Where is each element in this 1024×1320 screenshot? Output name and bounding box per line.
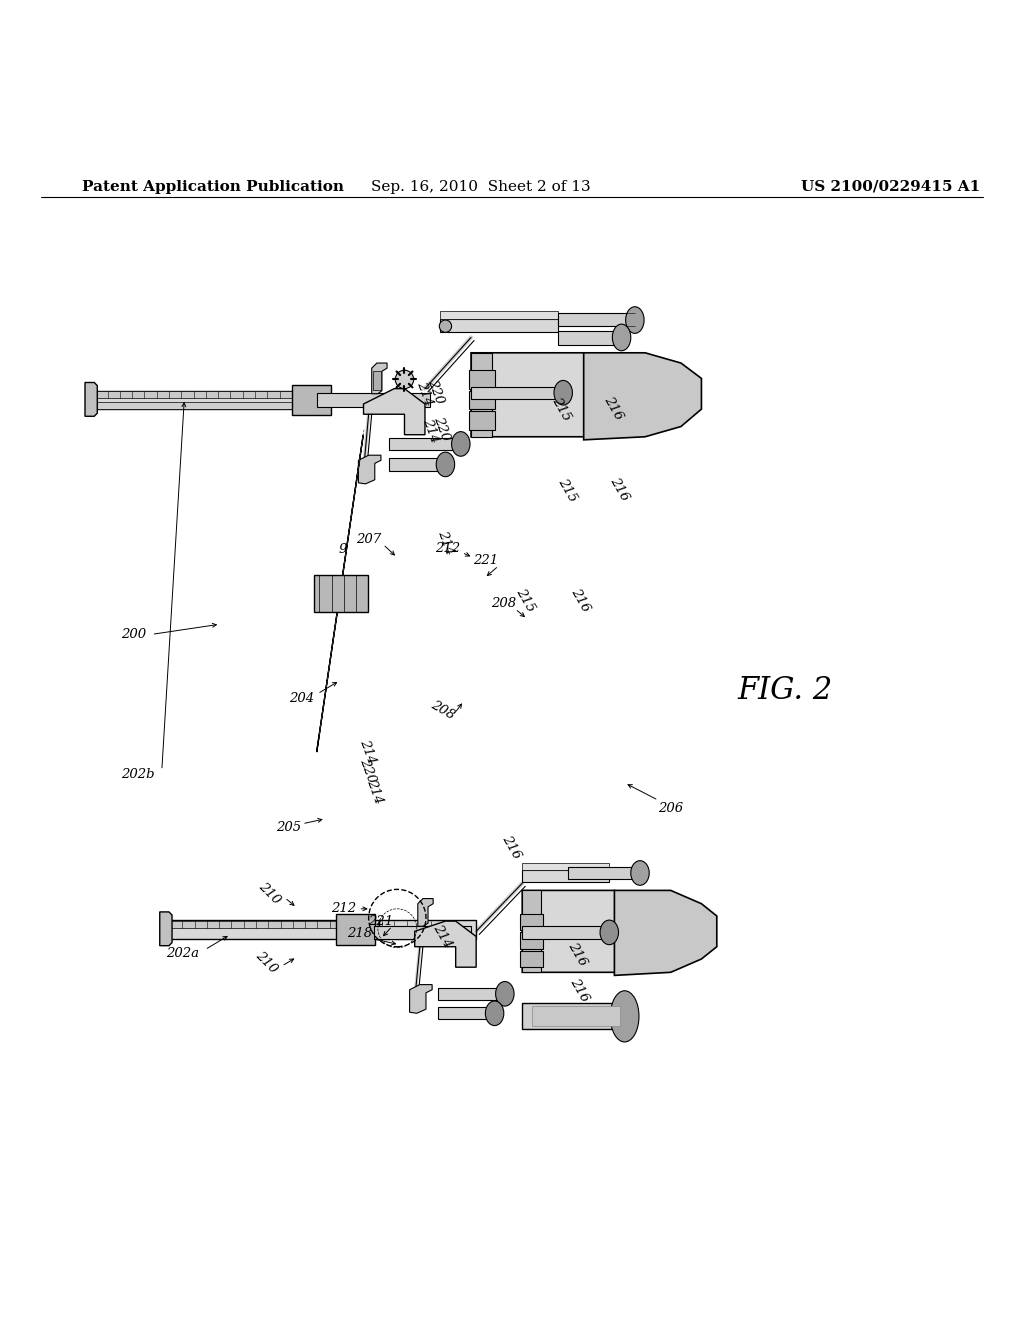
Text: 214: 214: [415, 380, 435, 408]
Bar: [469, 391, 495, 409]
Text: 220: 220: [357, 756, 378, 784]
Bar: [522, 863, 609, 870]
Text: 216: 216: [499, 833, 523, 862]
Polygon shape: [316, 434, 364, 752]
Ellipse shape: [626, 306, 644, 334]
Text: 205: 205: [276, 821, 301, 834]
Ellipse shape: [439, 319, 452, 333]
Text: 218: 218: [347, 927, 372, 940]
Bar: [440, 310, 558, 319]
Text: 216: 216: [601, 393, 626, 422]
Bar: [558, 331, 622, 345]
Bar: [373, 371, 381, 389]
Ellipse shape: [612, 325, 631, 351]
Text: 207: 207: [356, 533, 381, 545]
Polygon shape: [358, 455, 381, 484]
Bar: [336, 913, 375, 945]
Text: 206: 206: [658, 803, 683, 814]
Ellipse shape: [436, 453, 455, 477]
Text: 214: 214: [421, 417, 441, 445]
Bar: [522, 927, 609, 939]
Text: 208: 208: [428, 698, 457, 722]
Text: 215: 215: [513, 586, 538, 615]
Bar: [92, 403, 307, 409]
Polygon shape: [364, 388, 425, 434]
Text: 214: 214: [430, 923, 455, 950]
Text: 212: 212: [332, 903, 356, 915]
Polygon shape: [372, 363, 387, 393]
Text: 221: 221: [473, 554, 498, 568]
Bar: [389, 438, 461, 450]
Ellipse shape: [496, 982, 514, 1006]
Bar: [469, 411, 495, 429]
Polygon shape: [160, 912, 172, 945]
Bar: [374, 927, 471, 939]
Bar: [522, 891, 541, 973]
Polygon shape: [410, 985, 432, 1014]
Bar: [558, 313, 635, 326]
Text: 204: 204: [290, 693, 314, 705]
Text: Patent Application Publication: Patent Application Publication: [82, 180, 344, 194]
Text: 216: 216: [607, 475, 632, 503]
Bar: [522, 1003, 625, 1028]
Bar: [471, 352, 492, 437]
Text: 214: 214: [365, 777, 385, 807]
Bar: [520, 932, 543, 949]
Bar: [520, 913, 543, 931]
Bar: [440, 319, 558, 333]
Text: 220: 220: [431, 414, 452, 442]
Polygon shape: [471, 352, 614, 437]
Bar: [532, 1006, 620, 1026]
Bar: [292, 384, 331, 416]
Ellipse shape: [610, 991, 639, 1041]
Bar: [522, 870, 609, 882]
Bar: [167, 921, 367, 928]
Text: 216: 216: [565, 940, 590, 968]
Polygon shape: [584, 352, 701, 440]
Ellipse shape: [600, 920, 618, 945]
Ellipse shape: [485, 1001, 504, 1026]
Polygon shape: [415, 921, 476, 968]
Polygon shape: [522, 891, 645, 973]
Text: 202b: 202b: [122, 768, 155, 781]
Bar: [469, 370, 495, 388]
Ellipse shape: [631, 861, 649, 886]
Bar: [87, 391, 317, 409]
Bar: [92, 391, 307, 397]
Text: 215: 215: [555, 477, 580, 504]
Bar: [520, 950, 543, 968]
Text: 202a: 202a: [166, 948, 199, 961]
Text: 200: 200: [121, 628, 145, 642]
Text: 210: 210: [253, 949, 280, 975]
Text: 215: 215: [549, 395, 573, 424]
Text: FIG. 2: FIG. 2: [737, 676, 833, 706]
Bar: [379, 920, 476, 939]
Bar: [438, 987, 505, 1001]
Bar: [314, 576, 368, 612]
Text: 210: 210: [256, 880, 283, 907]
Text: 208: 208: [492, 597, 516, 610]
Text: 9: 9: [339, 543, 347, 556]
Text: Sep. 16, 2010  Sheet 2 of 13: Sep. 16, 2010 Sheet 2 of 13: [372, 180, 591, 194]
Polygon shape: [418, 899, 433, 927]
Ellipse shape: [452, 432, 470, 457]
Ellipse shape: [554, 380, 572, 405]
Bar: [471, 387, 563, 399]
Bar: [389, 458, 445, 470]
Text: 214: 214: [357, 737, 378, 766]
Bar: [162, 920, 382, 939]
Text: 220: 220: [425, 378, 445, 405]
Text: 214: 214: [435, 528, 456, 556]
Text: 216: 216: [568, 586, 593, 615]
Polygon shape: [614, 891, 717, 975]
Text: 221: 221: [369, 915, 393, 928]
Bar: [317, 393, 430, 407]
Text: US 2100/0229415 A1: US 2100/0229415 A1: [801, 180, 981, 194]
Bar: [568, 867, 640, 879]
Bar: [438, 1007, 495, 1019]
Text: 212: 212: [435, 543, 460, 554]
Text: 216: 216: [567, 975, 592, 1003]
Ellipse shape: [395, 370, 414, 388]
Polygon shape: [85, 383, 97, 416]
